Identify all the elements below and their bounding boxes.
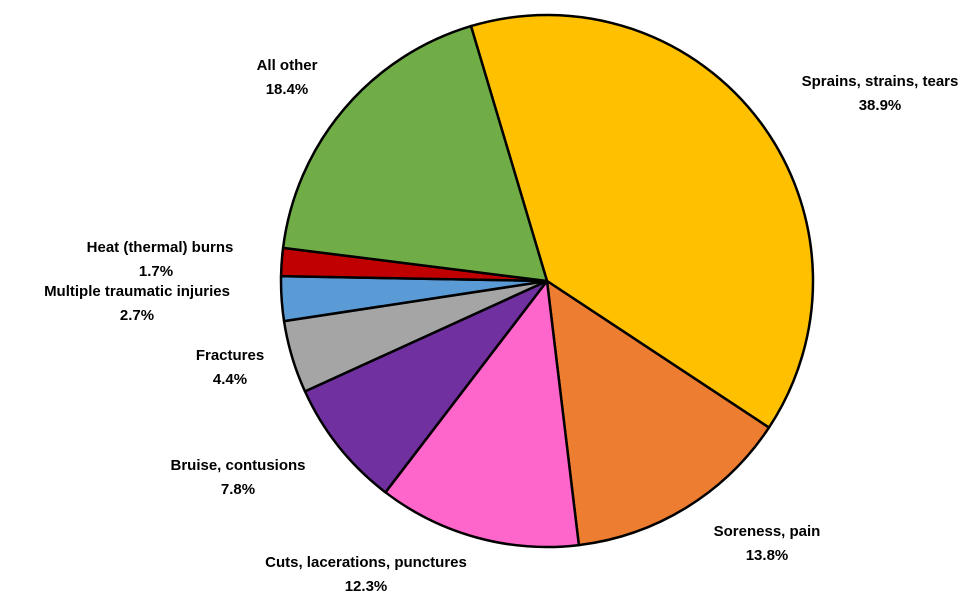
slice-label: Bruise, contusions — [170, 457, 305, 474]
slice-label: Multiple traumatic injuries — [44, 283, 230, 300]
slice-value-label: 18.4% — [266, 81, 309, 98]
slice-value-label: 4.4% — [213, 371, 247, 388]
pie-slice — [281, 24, 549, 283]
pie-slice — [469, 13, 815, 429]
slice-value-label: 7.8% — [221, 481, 255, 498]
slice-label: Cuts, lacerations, punctures — [265, 554, 467, 571]
pie-slice — [384, 279, 581, 549]
slice-label: All other — [257, 57, 318, 74]
slice-value-label: 38.9% — [859, 97, 902, 114]
slice-label: Fractures — [196, 347, 264, 364]
slice-value-label: 13.8% — [746, 547, 789, 564]
slice-label: Soreness, pain — [714, 523, 821, 540]
pie-slice — [545, 279, 771, 547]
slice-label: Sprains, strains, tears — [802, 73, 959, 90]
slice-value-label: 1.7% — [139, 263, 173, 280]
slice-label: Heat (thermal) burns — [87, 239, 234, 256]
pie-slice — [303, 279, 549, 494]
slice-value-label: 12.3% — [345, 578, 388, 595]
slice-value-label: 2.7% — [120, 307, 154, 324]
